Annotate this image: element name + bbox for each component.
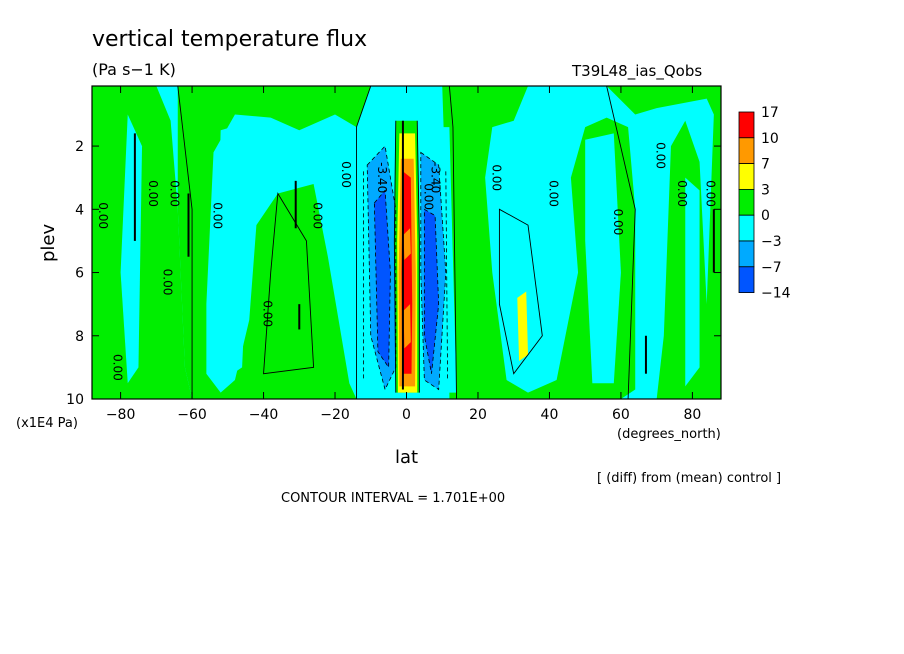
contour-region-2 — [177, 86, 371, 399]
contour-label-10: -3.40 — [429, 162, 443, 193]
contour-lines — [133, 86, 715, 399]
colorbar-swatch-1 — [738, 137, 755, 165]
contour-label-0: 0.00 — [96, 202, 110, 229]
contour-line-3 — [606, 86, 636, 399]
colorbar-label-2: 7 — [761, 157, 770, 173]
contour-region-22 — [517, 291, 529, 362]
plot-area: 0.000.000.00 0.000.000.000.000.000.00 -3.4… — [92, 86, 732, 399]
y-tick-label-3: 8 — [75, 329, 84, 345]
chart-title: vertical temperature flux — [92, 27, 367, 52]
y-tick-label-1: 4 — [75, 202, 84, 218]
contour-region-0 — [92, 86, 193, 399]
colorbar-label-3: 3 — [761, 182, 770, 198]
contour-label-18: 0.00 — [718, 180, 732, 207]
contour-label-14: 0.00 — [611, 209, 625, 236]
contour-label-3: 0.00 — [168, 180, 182, 207]
contour-label-4: 0.00 — [160, 269, 174, 296]
contour-label-2: 0.00 — [146, 180, 160, 207]
contour-region-5 — [120, 114, 143, 384]
contour-region-1 — [92, 120, 114, 393]
y-tick-label-4: 10 — [66, 392, 84, 408]
units-label: (Pa s−1 K) — [92, 60, 176, 79]
x-tick-label-5: 20 — [469, 407, 487, 423]
x-tick-label-1: −60 — [177, 407, 207, 423]
contour-region-14 — [374, 190, 391, 368]
colorbar-swatch-6 — [738, 266, 755, 293]
x-tick-label-8: 80 — [683, 407, 701, 423]
x-tick-label-2: −40 — [249, 407, 279, 423]
contour-label-11: 0.00 — [421, 183, 435, 210]
contour-label-15: 0.00 — [654, 142, 668, 169]
contour-label-16: 0.00 — [675, 180, 689, 207]
contour-region-10 — [642, 146, 657, 390]
y-axis-title: plev — [38, 223, 59, 262]
contour-label-1: 0.00 — [110, 354, 124, 381]
contour-label-5: 0.00 — [211, 202, 225, 229]
colorbar-label-7: −14 — [761, 286, 791, 302]
contour-label-7: 0.00 — [311, 202, 325, 229]
colorbar-swatch-3 — [738, 188, 755, 216]
colorbar: 17 10 7 3 0 −3 −7 −14 — [738, 105, 791, 302]
colorbar-label-0: 17 — [761, 105, 779, 121]
contour-interval: CONTOUR INTERVAL = 1.701E+00 — [281, 491, 505, 506]
contour-label-9: -3.40 — [375, 162, 389, 193]
contour-label-17: 0.00 — [704, 180, 718, 207]
colorbar-label-6: −7 — [761, 260, 782, 276]
x-tick-label-4: 0 — [402, 407, 411, 423]
contour-line-2 — [448, 86, 457, 399]
contour-region-7 — [270, 139, 328, 185]
colorbar-swatch-0 — [738, 111, 755, 139]
contour-region-20 — [403, 228, 411, 260]
contour-line-0 — [177, 86, 193, 399]
x-tick-label-7: 60 — [612, 407, 630, 423]
x-axis-units: (degrees_north) — [617, 427, 721, 442]
x-tick-label-0: −80 — [106, 407, 136, 423]
contour-label-13: 0.00 — [546, 180, 560, 207]
x-tick-label-3: −20 — [320, 407, 350, 423]
experiment-label: T39L48_ias_Qobs — [571, 62, 702, 81]
contour-region-9 — [585, 133, 621, 384]
contour-line-negative-1 — [420, 151, 447, 391]
contour-line-6 — [263, 192, 315, 375]
contour-region-21 — [403, 304, 411, 349]
y-axis: 2 4 6 8 10 — [66, 139, 721, 408]
footer-note: [ (diff) from (mean) control ] — [597, 471, 781, 486]
contour-line-5 — [416, 120, 420, 393]
contour-region-15 — [424, 209, 439, 374]
colorbar-label-1: 10 — [761, 131, 779, 147]
contour-label-12: 0.00 — [489, 164, 503, 191]
contour-line-negative-0 — [366, 145, 397, 391]
colorbar-swatch-5 — [738, 240, 755, 268]
contour-labels: 0.000.000.00 0.000.000.000.000.000.00 -3.4… — [96, 142, 732, 381]
contour-line-1 — [356, 86, 372, 399]
x-tick-label-6: 40 — [541, 407, 559, 423]
x-axis: −80 −60 −40 −20 0 20 40 60 80 — [106, 86, 701, 423]
colorbar-swatch-4 — [738, 214, 755, 242]
contour-line-negative-3 — [423, 208, 440, 374]
y-axis-units: (x1E4 Pa) — [16, 416, 78, 431]
contour-label-6: 0.00 — [261, 300, 275, 327]
x-axis-title: lat — [395, 447, 418, 468]
colorbar-label-4: 0 — [761, 208, 770, 224]
contour-region-11 — [685, 177, 700, 387]
y-tick-label-0: 2 — [75, 139, 84, 155]
colorbar-swatch-2 — [738, 163, 755, 190]
contour-line-7 — [498, 208, 543, 375]
y-tick-label-2: 6 — [75, 266, 84, 282]
contour-line-4 — [393, 120, 397, 393]
contour-label-8: 0.00 — [339, 161, 353, 188]
contour-fills — [92, 86, 721, 399]
colorbar-label-5: −3 — [761, 234, 782, 250]
contour-region-6 — [217, 123, 250, 377]
